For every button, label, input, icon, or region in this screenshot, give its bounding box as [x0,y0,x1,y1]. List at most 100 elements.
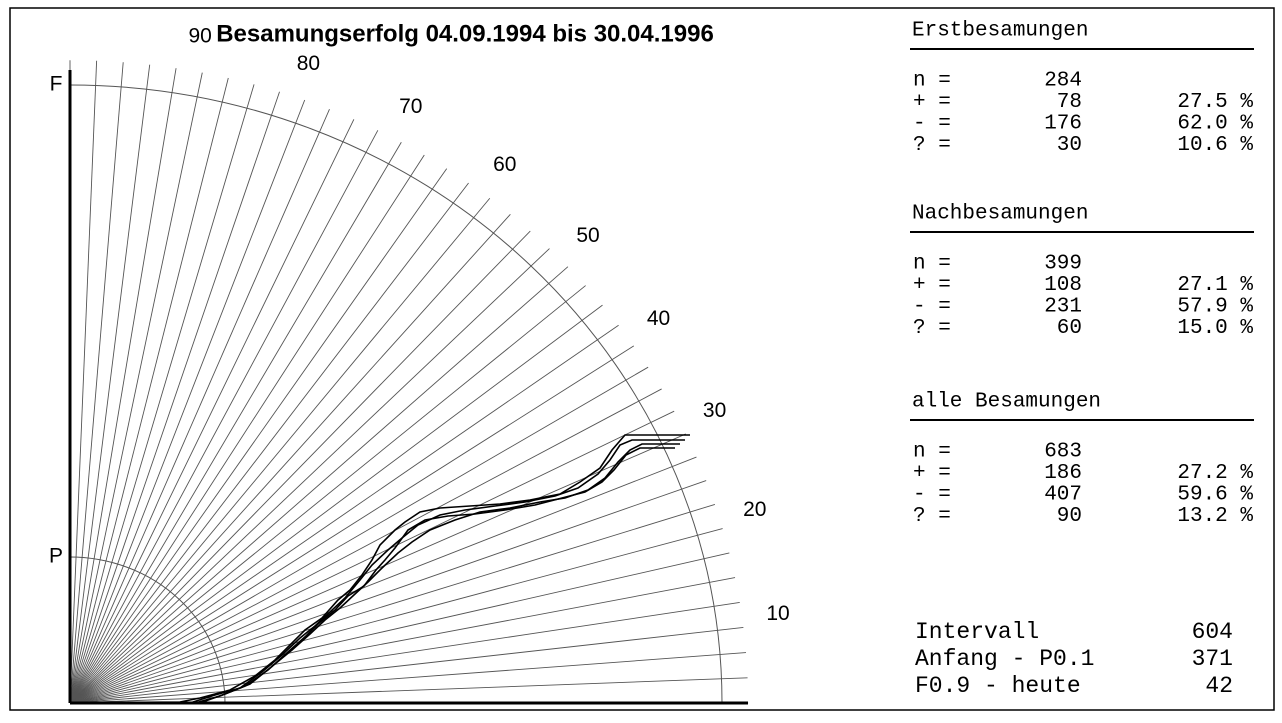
stats: Erstbesamungen n = 284 + = 78 27.5 % - = 176 62.… [910,20,1254,699]
curve [70,439,685,704]
ray [69,213,511,704]
row-count: 683 [1044,441,1082,464]
section-title: alle Besamungen [912,391,1101,414]
ray [69,197,491,704]
ray [69,109,330,704]
ray-label: 90 [188,24,211,47]
ray [69,652,747,704]
ray [69,248,550,704]
row-label: n = [913,70,951,93]
ray [69,182,469,704]
row-percent: 57.9 % [1177,296,1253,319]
inner-arc [69,556,226,704]
ray [69,503,716,704]
ray [69,130,379,704]
ray [69,91,280,704]
curve [70,447,675,704]
ray-label: 70 [399,95,422,118]
row-count: 90 [1057,505,1082,528]
footer-value: 604 [1192,619,1233,645]
row-percent: 27.1 % [1177,274,1253,297]
ray [69,552,730,704]
row-count: 30 [1057,134,1082,157]
row-count: 284 [1044,70,1082,93]
ray-label: 80 [297,52,320,75]
ray [69,304,603,704]
title: Besamungserfolg 04.09.1994 bis 30.04.199… [216,20,714,47]
ray [69,677,748,704]
ray [69,577,736,704]
outer-arc [69,84,723,704]
row-label: n = [913,253,951,276]
row-label: n = [913,441,951,464]
row-count: 108 [1044,274,1082,297]
row-count: 78 [1057,91,1082,114]
row-count: 60 [1057,317,1082,340]
ray-label: 20 [743,498,766,521]
row-label: + = [913,274,951,297]
ray [69,388,662,704]
section-title: Nachbesamungen [912,203,1088,226]
ray [69,230,531,704]
ray [69,456,697,704]
ray [69,410,675,704]
footer-label: Intervall [915,619,1039,645]
row-label: ? = [913,505,951,528]
ray [69,168,448,704]
ray [69,324,619,704]
row-percent: 62.0 % [1177,113,1253,136]
ray [69,266,569,704]
row-count: 399 [1044,253,1082,276]
ray [69,62,124,704]
section-title: Erstbesamungen [912,20,1088,43]
row-label: ? = [913,317,951,340]
diagram: 10 20 30 40 50 60 70 80 90 F P [49,24,790,705]
row-percent: 13.2 % [1177,505,1253,528]
row-count: 231 [1044,296,1082,319]
row-label: + = [913,462,951,485]
ray [69,77,229,704]
ray-label: 50 [576,224,599,247]
footer-value: 371 [1192,646,1233,672]
row-percent: 59.6 % [1177,484,1253,507]
ray [69,119,355,704]
ray [69,84,255,704]
row-label: + = [913,91,951,114]
row-count: 407 [1044,484,1082,507]
ray [69,72,203,704]
ray [69,602,740,704]
ray [69,528,723,704]
axis-label: F [50,73,63,96]
ray [69,480,707,704]
ray [69,345,635,704]
row-label: - = [913,296,951,319]
row-label: - = [913,484,951,507]
curve [69,434,690,704]
ray-label: 30 [703,399,726,422]
ray [69,285,586,704]
row-label: ? = [913,134,951,157]
ray-label: 10 [766,602,789,625]
row-percent: 27.2 % [1177,462,1253,485]
curves [69,434,690,704]
row-label: - = [913,113,951,136]
ray [69,142,402,704]
frame [9,7,1275,711]
ray [69,64,151,704]
footer-label: Anfang - P0.1 [915,646,1094,672]
row-percent: 10.6 % [1177,134,1253,157]
ray [69,99,306,704]
row-count: 176 [1044,113,1082,136]
axis-label: P [49,545,63,568]
row-count: 186 [1044,462,1082,485]
ray [69,60,98,704]
row-percent: 15.0 % [1177,317,1253,340]
ray [69,627,744,704]
row-percent: 27.5 % [1177,91,1253,114]
footer-label: F0.9 - heute [915,673,1081,699]
ray [69,68,177,704]
ray [69,366,649,704]
footer-value: 42 [1205,673,1233,699]
ray [69,154,425,704]
